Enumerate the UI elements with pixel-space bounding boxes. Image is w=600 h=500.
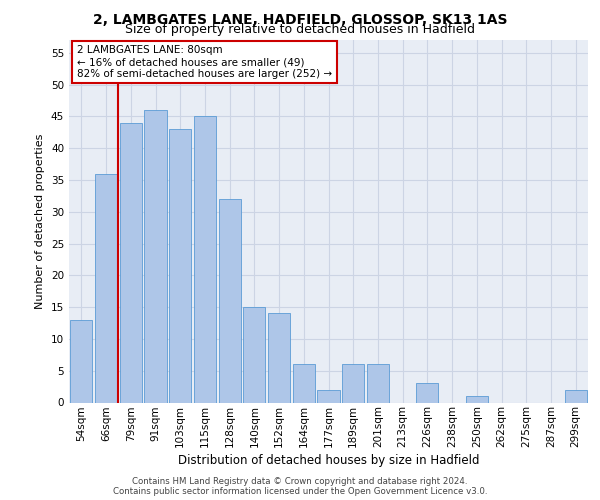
Bar [243, 307, 265, 402]
Bar [194, 116, 216, 403]
Bar [416, 384, 439, 402]
Bar [169, 129, 191, 402]
Bar [317, 390, 340, 402]
Y-axis label: Number of detached properties: Number of detached properties [35, 134, 46, 309]
Bar [119, 122, 142, 402]
Text: 2, LAMBGATES LANE, HADFIELD, GLOSSOP, SK13 1AS: 2, LAMBGATES LANE, HADFIELD, GLOSSOP, SK… [93, 12, 507, 26]
Bar [145, 110, 167, 403]
Bar [367, 364, 389, 403]
Bar [70, 320, 92, 402]
Bar [466, 396, 488, 402]
Bar [342, 364, 364, 403]
Bar [268, 314, 290, 402]
X-axis label: Distribution of detached houses by size in Hadfield: Distribution of detached houses by size … [178, 454, 479, 468]
Bar [565, 390, 587, 402]
Text: Size of property relative to detached houses in Hadfield: Size of property relative to detached ho… [125, 24, 475, 36]
Bar [218, 199, 241, 402]
Text: Contains HM Land Registry data © Crown copyright and database right 2024.
Contai: Contains HM Land Registry data © Crown c… [113, 476, 487, 496]
Bar [95, 174, 117, 402]
Bar [293, 364, 315, 403]
Text: 2 LAMBGATES LANE: 80sqm
← 16% of detached houses are smaller (49)
82% of semi-de: 2 LAMBGATES LANE: 80sqm ← 16% of detache… [77, 46, 332, 78]
